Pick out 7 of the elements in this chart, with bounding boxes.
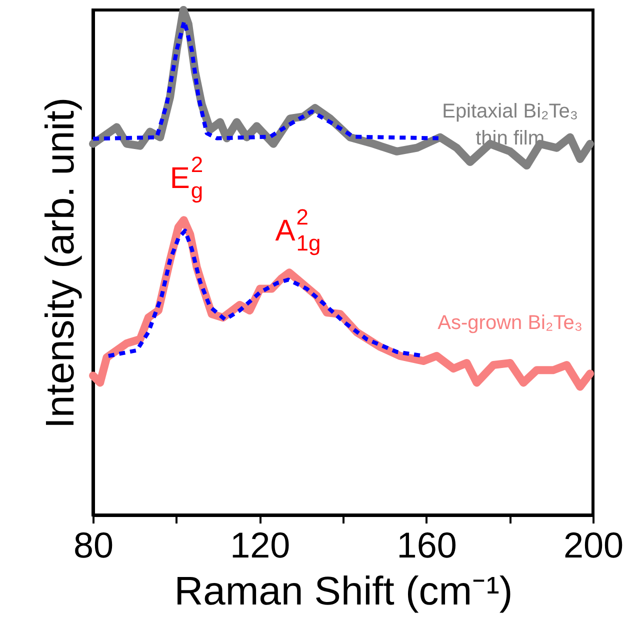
y-axis-title: Intensity (arb. unit) — [38, 97, 82, 429]
x-tick-label: 120 — [230, 524, 290, 566]
x-axis-title: Raman Shift (cm⁻¹) — [174, 570, 513, 614]
series-label: As-grown Bi₂Te₃ — [438, 312, 583, 334]
x-tick-label: 160 — [396, 524, 457, 566]
x-tick-label: 200 — [563, 524, 624, 566]
x-tick-label: 80 — [73, 524, 114, 566]
